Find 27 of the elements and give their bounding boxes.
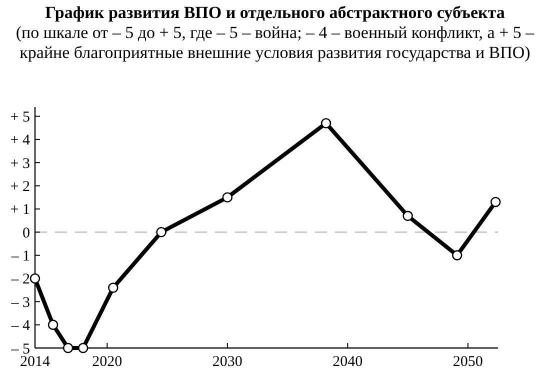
point: [452, 250, 462, 260]
x-tick-label: 2020: [92, 354, 122, 370]
x-tick-label: 2050: [452, 354, 483, 370]
x-tick-label: 2040: [332, 354, 363, 370]
y-tick-label: – 2: [10, 272, 30, 288]
point: [62, 342, 74, 354]
point: [108, 282, 118, 293]
point: [222, 192, 233, 203]
point: [320, 118, 332, 128]
y-tick-label: + 4: [10, 132, 30, 149]
point: [490, 196, 501, 208]
chart-title: График развития ВПО и отдельного абстрактного субъекта: [45, 3, 506, 22]
y-tick-label: – 3: [10, 294, 30, 311]
point: [402, 210, 413, 222]
y-tick-label: – 4: [10, 318, 30, 334]
point: [30, 273, 40, 284]
y-tick-label: + 1: [10, 202, 30, 218]
y-tick-label: + 2: [10, 179, 30, 196]
x-tick-label: 2030: [212, 354, 242, 370]
point: [48, 320, 58, 330]
y-tick-label: 0: [22, 225, 30, 242]
chart-subtitle: (по шкале от – 5 до + 5, где – 5 – война; – 4 – военный конфликт, а + 5 – крайне благоприятные внешние условия развития государства и ВПО): [16, 23, 535, 62]
point: [78, 342, 88, 354]
y-tick-label: – 1: [10, 248, 30, 265]
point: [156, 226, 166, 238]
y-tick-label: + 5: [10, 110, 30, 126]
y-tick-label: + 3: [10, 156, 30, 172]
